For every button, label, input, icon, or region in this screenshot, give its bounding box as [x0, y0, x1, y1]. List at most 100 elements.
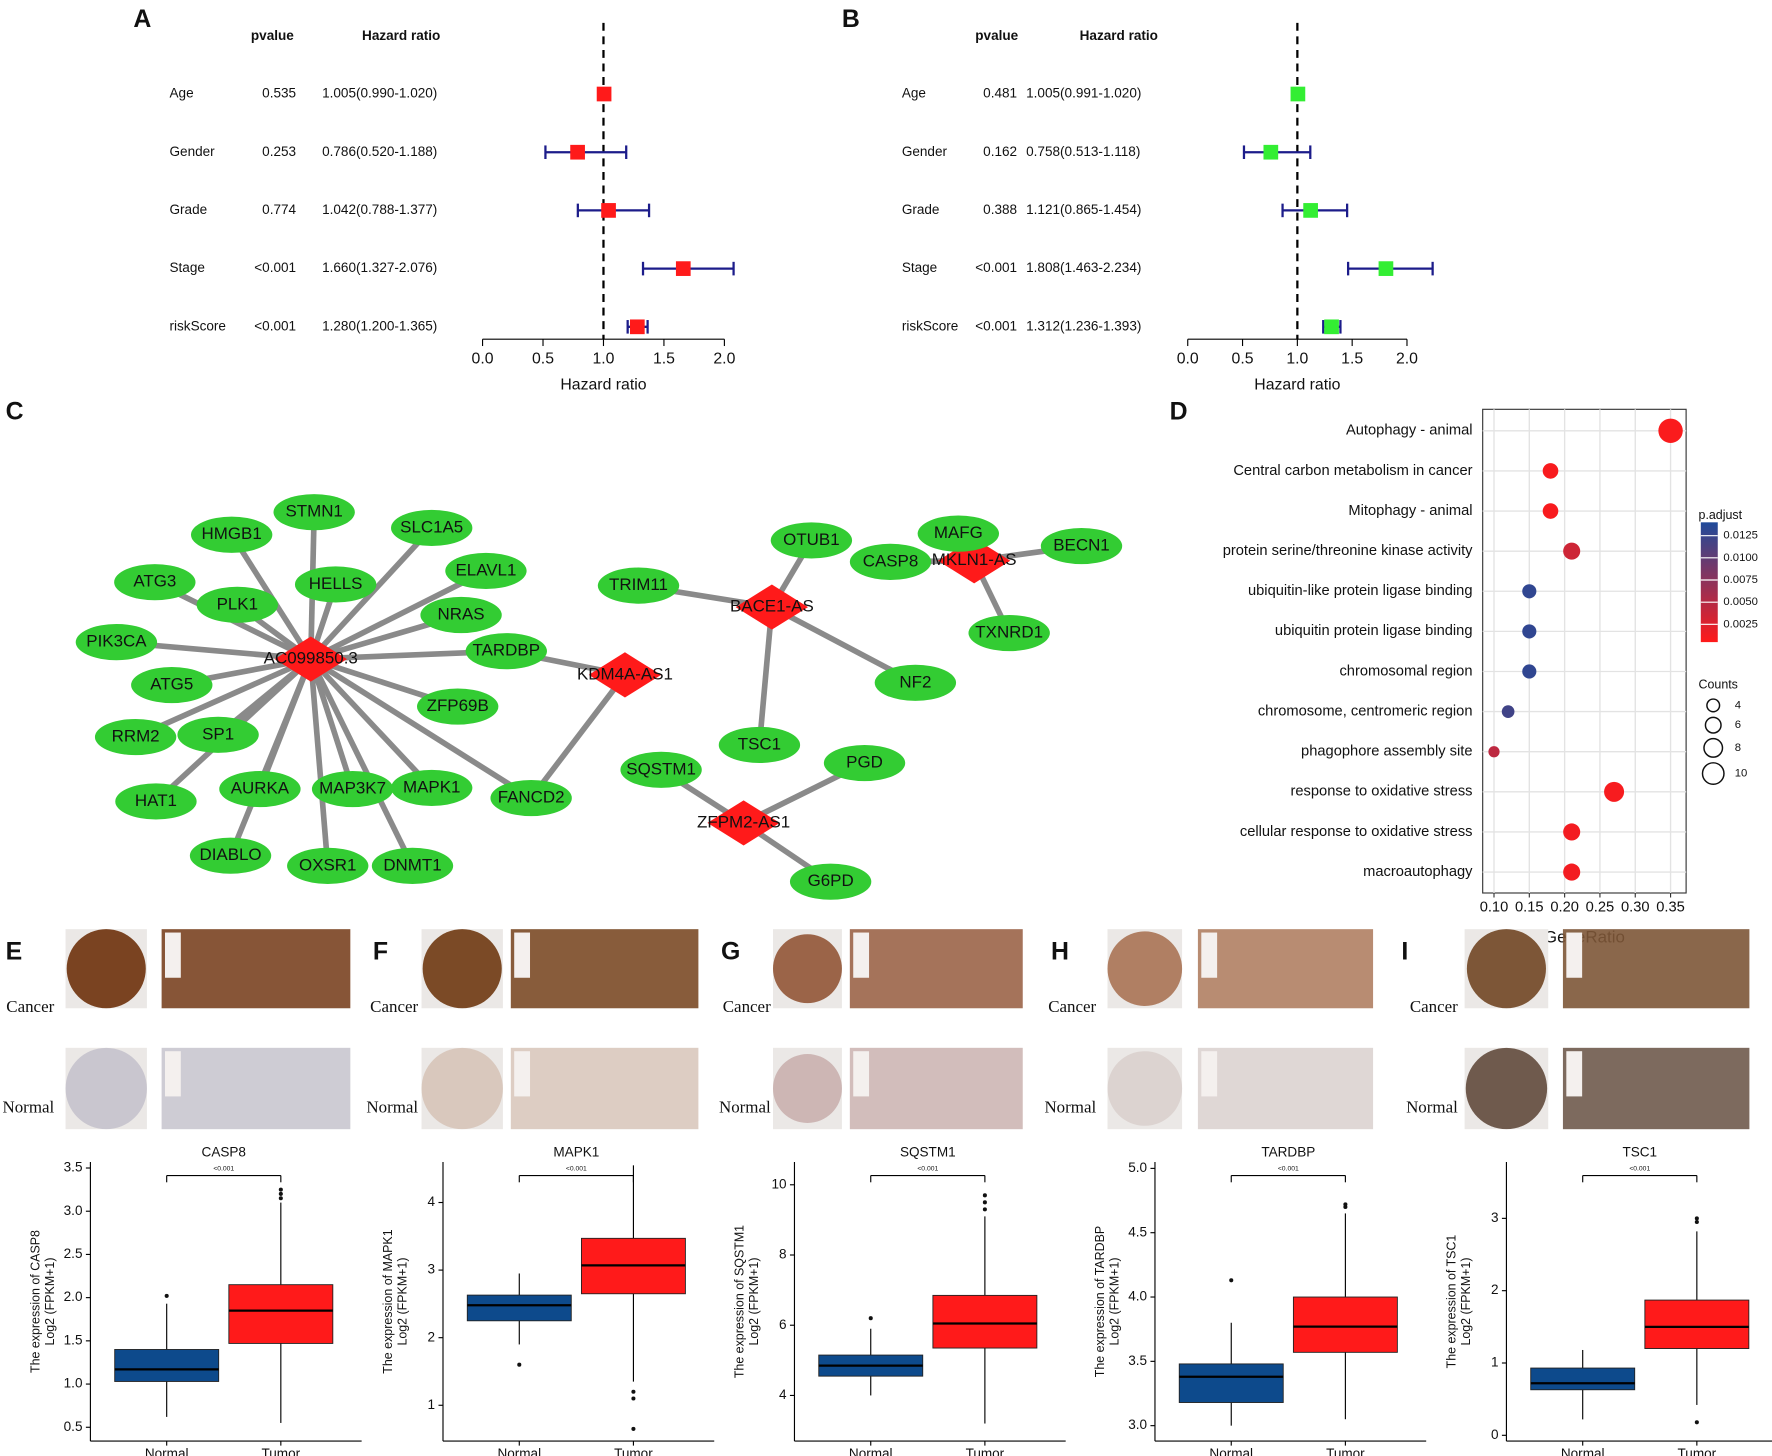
ihc-inset: [853, 932, 870, 978]
panel-letter: E: [6, 937, 23, 965]
x-tick-label: Normal: [1209, 1446, 1253, 1456]
gene-node: [75, 624, 158, 661]
y-tick-label: 2.0: [64, 1289, 83, 1304]
pvalue-label: 0.481: [983, 86, 1017, 101]
hr-label: 1.808(1.463-2.234): [1026, 260, 1141, 275]
row-label: Age: [170, 86, 194, 101]
node-label: MAPK1: [403, 777, 460, 796]
y-axis-unit: Log2 (FPKM+1): [43, 1258, 57, 1346]
node-label: ZFPM2-AS1: [697, 812, 790, 831]
hr-label: 1.005(0.990-1.020): [322, 86, 437, 101]
significance-label: <0.001: [566, 1166, 587, 1173]
x-tick-label: 0.0: [472, 351, 494, 368]
x-axis-label: Hazard ratio: [560, 377, 646, 394]
gene-node: [420, 596, 502, 634]
box-title: CASP8: [202, 1144, 246, 1159]
y-axis-label: The expression of SQSTM1: [732, 1225, 746, 1378]
node-label: HMGB1: [202, 524, 262, 543]
row-label: Cancer: [1410, 997, 1458, 1016]
ihc-core: [65, 1047, 147, 1130]
category-label: Autophagy - animal: [1346, 423, 1473, 439]
plot-panel: [1482, 408, 1687, 894]
y-tick-label: 1: [428, 1397, 436, 1412]
significance-label: <0.001: [1629, 1166, 1650, 1173]
node-label: AC099850.3: [264, 649, 358, 668]
ihc-core: [1465, 1047, 1548, 1130]
ihc-core: [1107, 931, 1183, 1007]
dot: [1658, 418, 1683, 443]
colorbar: [1700, 522, 1718, 643]
gene-node: [190, 516, 273, 553]
node-label: AURKA: [231, 779, 290, 798]
hr-marker: [1324, 319, 1339, 335]
x-tick-label: 0.15: [1515, 900, 1544, 916]
size-key: [1703, 737, 1724, 758]
ihc-core: [421, 1047, 503, 1130]
row-label: Normal: [1406, 1098, 1458, 1117]
node-label: ZFP69B: [427, 696, 489, 715]
gene-node: [597, 567, 680, 604]
gene-node: [371, 847, 454, 884]
hr-label: 1.280(1.200-1.365): [322, 318, 437, 333]
category-label: chromosome, centromeric region: [1258, 703, 1473, 719]
box-title: TSC1: [1622, 1144, 1657, 1159]
node-label: MAP3K7: [319, 779, 386, 798]
edge: [227, 657, 314, 857]
row-label: riskScore: [902, 318, 958, 333]
node-label: G6PD: [808, 871, 854, 890]
row-label: Normal: [366, 1098, 418, 1117]
ihc-core: [772, 934, 842, 1004]
node-label: HAT1: [135, 791, 177, 810]
panel-letter: G: [721, 937, 740, 965]
pvalue-label: <0.001: [254, 260, 296, 275]
gene-node: [177, 716, 259, 753]
node-label: MAFG: [934, 523, 983, 542]
edge: [309, 656, 533, 801]
lncrna-node: [274, 636, 347, 682]
x-tick-label: Normal: [145, 1446, 189, 1456]
hr-label: 1.042(0.788-1.377): [322, 202, 437, 217]
ihc-inset: [853, 1051, 870, 1097]
y-tick-label: 8: [779, 1247, 787, 1262]
row-label: Normal: [2, 1098, 54, 1117]
outlier: [1343, 1202, 1348, 1207]
ihc-zoom: [1197, 1047, 1374, 1130]
y-axis-label: The expression of CASP8: [28, 1230, 42, 1373]
y-axis-unit: Log2 (FPKM+1): [1108, 1258, 1122, 1346]
node-label: BACE1-AS: [730, 597, 814, 616]
y-axis-unit: Log2 (FPKM+1): [1459, 1258, 1473, 1346]
node-label: OTUB1: [783, 530, 839, 549]
node-label: PGD: [846, 753, 883, 772]
x-tick-label: Tumor: [614, 1446, 653, 1456]
dot: [1501, 705, 1515, 718]
edge: [756, 606, 775, 746]
node-label: SP1: [202, 724, 234, 743]
gene-node: [391, 509, 473, 547]
category-label: macroautophagy: [1363, 864, 1473, 880]
y-tick-label: 1: [1491, 1355, 1499, 1370]
gene-node: [115, 783, 197, 820]
hr-label: 0.786(0.520-1.188): [322, 144, 437, 159]
y-tick-label: 0.5: [64, 1419, 83, 1434]
dot: [1522, 664, 1537, 679]
y-tick-label: 6: [779, 1317, 787, 1332]
category-label: chromosomal region: [1339, 663, 1472, 679]
x-tick-label: Tumor: [262, 1446, 301, 1456]
panel-letter: D: [1170, 397, 1188, 425]
ihc-inset: [1201, 932, 1218, 978]
size-key-label: 8: [1735, 742, 1741, 754]
hr-marker: [1303, 203, 1318, 218]
box: [1530, 1367, 1636, 1391]
y-tick-label: 4.0: [1128, 1289, 1147, 1304]
y-axis-unit: Log2 (FPKM+1): [396, 1258, 410, 1346]
category-label: protein serine/threonine kinase activity: [1223, 543, 1473, 559]
node-label: SQSTM1: [626, 759, 696, 778]
x-tick-label: 0.30: [1621, 900, 1650, 916]
ihc-core: [66, 929, 146, 1009]
ihc-inset: [1566, 1051, 1583, 1097]
outlier: [278, 1187, 283, 1192]
box-title: TARDBP: [1261, 1144, 1315, 1159]
category-label: ubiquitin protein ligase binding: [1275, 623, 1473, 639]
y-tick-label: 3.5: [1128, 1353, 1147, 1368]
